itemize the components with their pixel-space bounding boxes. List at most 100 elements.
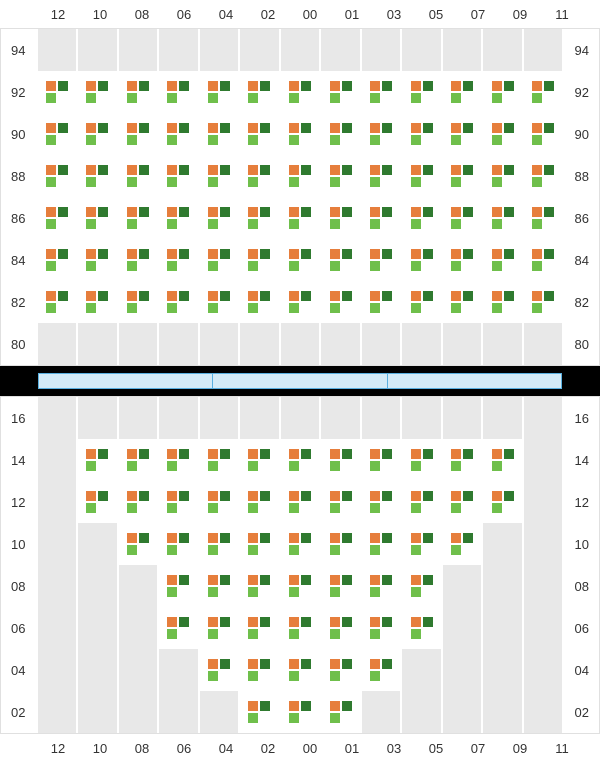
- seat-cell[interactable]: [159, 239, 198, 281]
- seat-cell[interactable]: [159, 565, 198, 607]
- seat-cell[interactable]: [240, 197, 279, 239]
- seat-cell[interactable]: [402, 113, 441, 155]
- seat-cell[interactable]: [321, 523, 360, 565]
- seat-cell[interactable]: [119, 197, 158, 239]
- seat-cell[interactable]: [78, 155, 117, 197]
- seat-cell[interactable]: [402, 523, 441, 565]
- seat-cell[interactable]: [443, 439, 482, 481]
- seat-cell[interactable]: [362, 649, 401, 691]
- seat-cell[interactable]: [362, 71, 401, 113]
- seat-cell[interactable]: [240, 565, 279, 607]
- seat-cell[interactable]: [483, 71, 522, 113]
- seat-cell[interactable]: [281, 691, 320, 733]
- seat-cell[interactable]: [78, 481, 117, 523]
- seat-cell[interactable]: [240, 649, 279, 691]
- seat-cell[interactable]: [281, 113, 320, 155]
- seat-cell[interactable]: [38, 113, 77, 155]
- seat-cell[interactable]: [524, 155, 563, 197]
- seat-cell[interactable]: [240, 71, 279, 113]
- seat-cell[interactable]: [240, 691, 279, 733]
- seat-cell[interactable]: [524, 281, 563, 323]
- seat-cell[interactable]: [200, 197, 239, 239]
- seat-cell[interactable]: [483, 197, 522, 239]
- seat-cell[interactable]: [200, 239, 239, 281]
- seat-cell[interactable]: [402, 481, 441, 523]
- seat-cell[interactable]: [119, 113, 158, 155]
- seat-cell[interactable]: [281, 71, 320, 113]
- seat-cell[interactable]: [362, 523, 401, 565]
- seat-cell[interactable]: [362, 239, 401, 281]
- seat-cell[interactable]: [281, 155, 320, 197]
- seat-cell[interactable]: [321, 281, 360, 323]
- seat-cell[interactable]: [281, 523, 320, 565]
- seat-cell[interactable]: [402, 607, 441, 649]
- seat-cell[interactable]: [524, 113, 563, 155]
- seat-cell[interactable]: [321, 481, 360, 523]
- seat-cell[interactable]: [200, 607, 239, 649]
- seat-cell[interactable]: [159, 607, 198, 649]
- seat-cell[interactable]: [321, 565, 360, 607]
- seat-cell[interactable]: [240, 239, 279, 281]
- seat-cell[interactable]: [321, 239, 360, 281]
- seat-cell[interactable]: [443, 481, 482, 523]
- seat-cell[interactable]: [119, 239, 158, 281]
- seat-cell[interactable]: [524, 71, 563, 113]
- seat-cell[interactable]: [159, 197, 198, 239]
- seat-cell[interactable]: [483, 239, 522, 281]
- seat-cell[interactable]: [159, 113, 198, 155]
- seat-cell[interactable]: [38, 239, 77, 281]
- seat-cell[interactable]: [483, 113, 522, 155]
- seat-cell[interactable]: [200, 281, 239, 323]
- seat-cell[interactable]: [119, 439, 158, 481]
- seat-cell[interactable]: [200, 565, 239, 607]
- seat-cell[interactable]: [402, 71, 441, 113]
- seat-cell[interactable]: [240, 281, 279, 323]
- seat-cell[interactable]: [443, 281, 482, 323]
- seat-cell[interactable]: [200, 481, 239, 523]
- seat-cell[interactable]: [321, 607, 360, 649]
- seat-cell[interactable]: [402, 155, 441, 197]
- seat-cell[interactable]: [119, 155, 158, 197]
- seat-cell[interactable]: [159, 281, 198, 323]
- seat-cell[interactable]: [281, 439, 320, 481]
- seat-cell[interactable]: [362, 155, 401, 197]
- seat-cell[interactable]: [321, 197, 360, 239]
- seat-cell[interactable]: [321, 691, 360, 733]
- seat-cell[interactable]: [281, 649, 320, 691]
- seat-cell[interactable]: [483, 439, 522, 481]
- seat-cell[interactable]: [78, 113, 117, 155]
- seat-cell[interactable]: [281, 607, 320, 649]
- seat-cell[interactable]: [240, 439, 279, 481]
- seat-cell[interactable]: [78, 439, 117, 481]
- seat-cell[interactable]: [321, 155, 360, 197]
- seat-cell[interactable]: [281, 281, 320, 323]
- seat-cell[interactable]: [240, 607, 279, 649]
- seat-cell[interactable]: [200, 523, 239, 565]
- seat-cell[interactable]: [200, 155, 239, 197]
- seat-cell[interactable]: [240, 113, 279, 155]
- seat-cell[interactable]: [200, 113, 239, 155]
- seat-cell[interactable]: [362, 439, 401, 481]
- seat-cell[interactable]: [38, 281, 77, 323]
- seat-cell[interactable]: [38, 155, 77, 197]
- seat-cell[interactable]: [281, 239, 320, 281]
- seat-cell[interactable]: [443, 71, 482, 113]
- seat-cell[interactable]: [78, 239, 117, 281]
- seat-cell[interactable]: [483, 281, 522, 323]
- seat-cell[interactable]: [321, 113, 360, 155]
- seat-cell[interactable]: [321, 439, 360, 481]
- seat-cell[interactable]: [281, 565, 320, 607]
- seat-cell[interactable]: [362, 565, 401, 607]
- seat-cell[interactable]: [159, 155, 198, 197]
- seat-cell[interactable]: [483, 155, 522, 197]
- seat-cell[interactable]: [443, 239, 482, 281]
- seat-cell[interactable]: [159, 71, 198, 113]
- seat-cell[interactable]: [200, 439, 239, 481]
- seat-cell[interactable]: [78, 281, 117, 323]
- seat-cell[interactable]: [443, 155, 482, 197]
- seat-cell[interactable]: [402, 239, 441, 281]
- seat-cell[interactable]: [321, 71, 360, 113]
- seat-cell[interactable]: [119, 71, 158, 113]
- seat-cell[interactable]: [402, 281, 441, 323]
- seat-cell[interactable]: [78, 197, 117, 239]
